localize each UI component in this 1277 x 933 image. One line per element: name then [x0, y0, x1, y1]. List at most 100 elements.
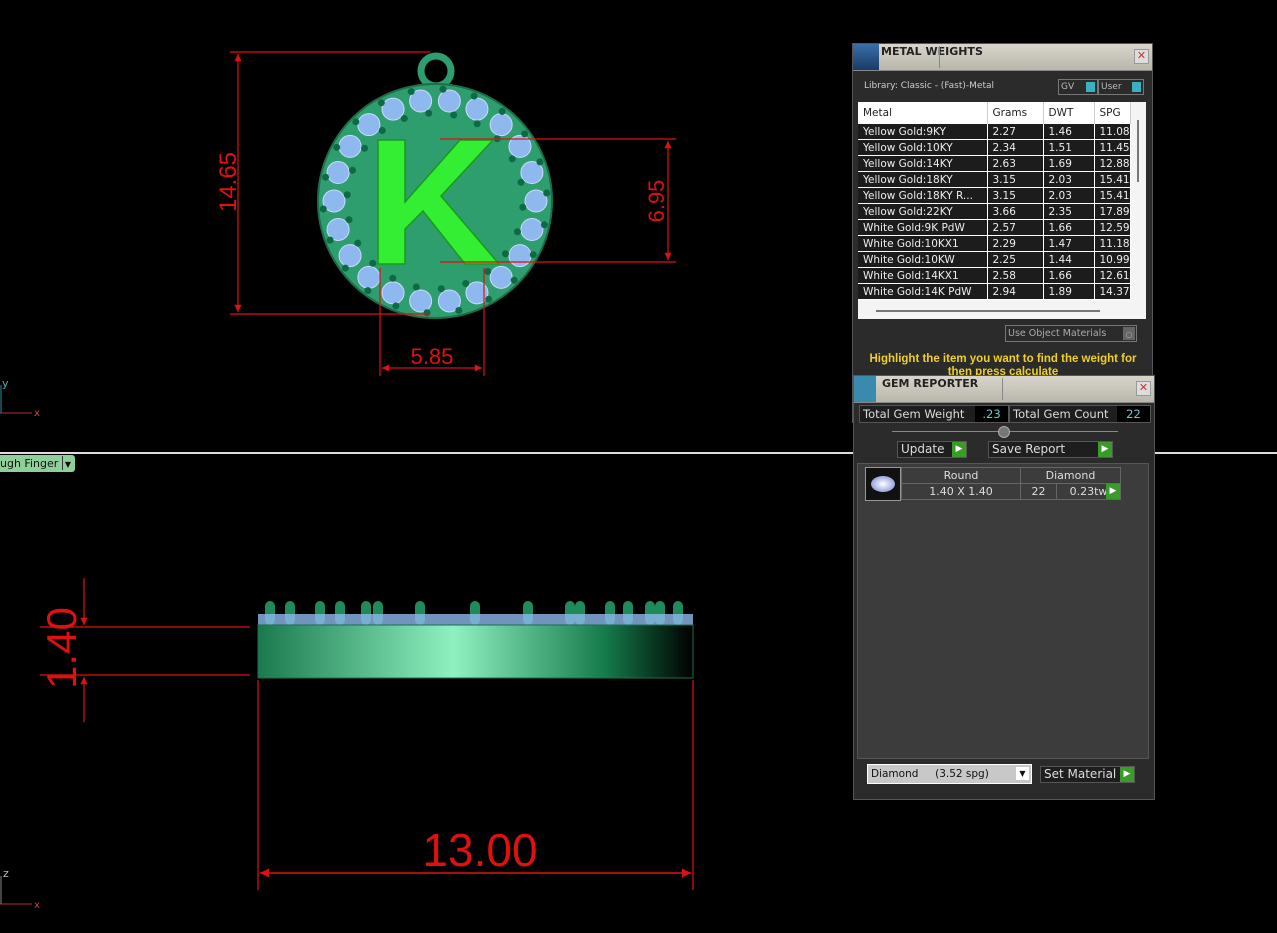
- close-icon[interactable]: ✕: [1134, 49, 1149, 64]
- table-cell: White Gold:9K PdW: [858, 219, 988, 236]
- prong: [519, 203, 527, 211]
- table-row[interactable]: Yellow Gold:9KY 2.27 1.46 11.08: [858, 124, 1131, 140]
- table-cell: 1.69: [1043, 155, 1095, 172]
- column-header[interactable]: DWT: [1043, 102, 1095, 124]
- gem-reporter-titlebar[interactable]: GEM REPORTER ✕: [854, 376, 1154, 403]
- play-icon[interactable]: ▶: [1106, 484, 1120, 499]
- column-header[interactable]: SPG: [1094, 102, 1131, 124]
- table-cell: 2.03: [1043, 187, 1095, 204]
- gem: [489, 113, 513, 137]
- pendant-top-view: [317, 52, 553, 319]
- metal-table: Metal Grams DWT SPG Yellow Gold:9KY 2.27 1.46…: [858, 102, 1131, 300]
- table-row[interactable]: Yellow Gold:22KY 3.66 2.35 17.89: [858, 203, 1131, 220]
- prong: [369, 259, 377, 267]
- prong: [400, 115, 408, 123]
- prong: [326, 236, 334, 244]
- prong: [354, 239, 362, 247]
- table-row[interactable]: Yellow Gold:10KY 2.34 1.51 11.45: [858, 139, 1131, 156]
- table-cell: Yellow Gold:14KY: [858, 155, 988, 172]
- table-cell: White Gold:14KX1: [858, 267, 988, 284]
- prong: [536, 158, 544, 166]
- table-cell: White Gold:10KW: [858, 251, 988, 268]
- table-cell: 2.25: [987, 251, 1044, 268]
- gem: [326, 217, 350, 241]
- scale-icon: [853, 44, 879, 70]
- close-icon[interactable]: ✕: [1136, 381, 1151, 396]
- use-object-materials-toggle[interactable]: Use Object Materials ○: [1005, 325, 1137, 342]
- dim-letter-width: 5.85: [411, 344, 454, 369]
- gem: [437, 289, 461, 313]
- dim-height: 14.65: [215, 152, 242, 212]
- table-row[interactable]: White Gold:14K PdW 2.94 1.89 14.37: [858, 283, 1131, 300]
- table-cell: 2.27: [987, 124, 1044, 140]
- table-cell: 12.59: [1094, 219, 1131, 236]
- gem: [381, 97, 405, 121]
- dimension-lines: [40, 51, 694, 890]
- prong: [508, 155, 516, 163]
- table-cell: 15.41: [1094, 171, 1131, 188]
- table-cell: 1.46: [1043, 124, 1095, 140]
- total-gem-weight: Total Gem Weight .23: [859, 405, 1009, 423]
- prong: [501, 250, 509, 258]
- table-cell: 2.94: [987, 283, 1044, 300]
- gem: [465, 281, 489, 305]
- table-row[interactable]: White Gold:14KX1 2.58 1.66 12.61: [858, 267, 1131, 284]
- view-dropdown[interactable]: ugh Finger ▼: [0, 455, 75, 472]
- chevron-down-icon: ▼: [62, 456, 73, 470]
- prong: [498, 107, 506, 115]
- table-row[interactable]: Yellow Gold:14KY 2.63 1.69 12.88: [858, 155, 1131, 172]
- gem: [357, 265, 381, 289]
- dim-letter-height: 6.95: [644, 180, 669, 223]
- table-cell: 3.15: [987, 171, 1044, 188]
- metal-table-container: Metal Grams DWT SPG Yellow Gold:9KY 2.27 1.46…: [858, 102, 1146, 319]
- table-cell: Yellow Gold:9KY: [858, 124, 988, 140]
- gem-row[interactable]: Round Diamond 1.40 X 1.40 22 0.23tw ▶: [865, 467, 1121, 501]
- prong: [333, 143, 341, 151]
- material-select[interactable]: Diamond (3.52 spg) ▼: [867, 764, 1032, 784]
- table-cell: 3.66: [987, 203, 1044, 220]
- table-cell: 11.08: [1094, 124, 1131, 140]
- play-icon: ▶: [1120, 767, 1134, 782]
- prong: [473, 120, 481, 128]
- column-header[interactable]: Metal: [858, 102, 988, 124]
- set-material-button[interactable]: Set Material ▶: [1040, 766, 1135, 783]
- user-toggle[interactable]: User: [1098, 79, 1144, 95]
- table-cell: 17.89: [1094, 203, 1131, 220]
- vertical-scrollbar[interactable]: [1137, 120, 1139, 182]
- horizontal-scrollbar[interactable]: [876, 310, 1100, 312]
- table-row[interactable]: Yellow Gold:18KY 3.15 2.03 15.41: [858, 171, 1131, 188]
- gem: [409, 89, 433, 113]
- prong: [517, 178, 525, 186]
- gem: [489, 265, 513, 289]
- table-cell: 1.51: [1043, 139, 1095, 156]
- gem: [508, 134, 532, 158]
- table-row[interactable]: White Gold:9K PdW 2.57 1.66 12.59: [858, 219, 1131, 236]
- save-report-button[interactable]: Save Report ▶: [988, 441, 1113, 458]
- play-icon: ▶: [952, 442, 966, 457]
- prong: [412, 283, 420, 291]
- gem: [520, 161, 544, 185]
- gv-toggle[interactable]: GV: [1058, 79, 1098, 95]
- column-header[interactable]: Grams: [987, 102, 1044, 124]
- gem: [524, 189, 548, 213]
- prong: [407, 88, 415, 96]
- gem: [338, 134, 362, 158]
- gem: [437, 89, 461, 113]
- gem: [465, 97, 489, 121]
- prong: [484, 267, 492, 275]
- table-cell: 2.34: [987, 139, 1044, 156]
- table-row[interactable]: Yellow Gold:18KY R... 3.15 2.03 15.41: [858, 187, 1131, 204]
- library-label: Library: Classic - (Fast)-Metal: [864, 81, 995, 91]
- update-button[interactable]: Update ▶: [897, 441, 967, 458]
- gem: [508, 244, 532, 268]
- table-cell: 11.45: [1094, 139, 1131, 156]
- table-row[interactable]: White Gold:10KX1 2.29 1.47 11.18: [858, 235, 1131, 252]
- prong: [352, 118, 360, 126]
- table-cell: Yellow Gold:18KY: [858, 171, 988, 188]
- splitter-handle[interactable]: [892, 426, 1118, 438]
- table-row[interactable]: White Gold:10KW 2.25 1.44 10.99: [858, 251, 1131, 268]
- prong: [439, 85, 447, 93]
- metal-weights-titlebar[interactable]: METAL WEIGHTS ✕: [853, 44, 1152, 71]
- gem: [409, 289, 433, 313]
